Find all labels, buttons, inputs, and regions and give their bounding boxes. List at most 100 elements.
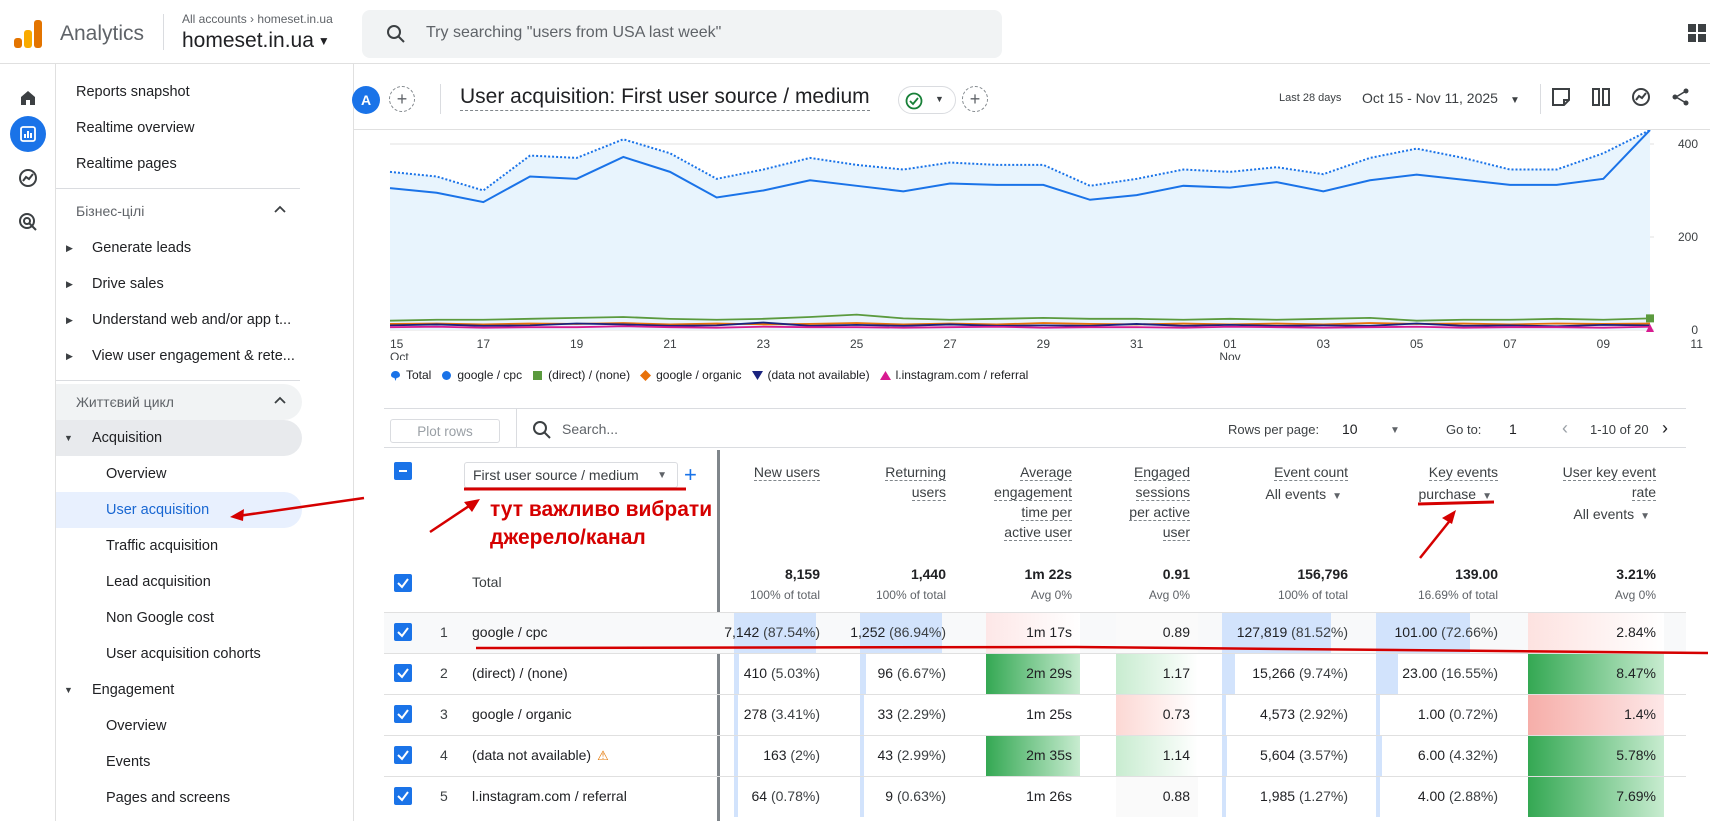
date-range-picker[interactable]: Oct 15 - Nov 11, 2025 ▼ [1362, 90, 1520, 106]
row-dimension-value[interactable]: (data not available) ⚠ [472, 747, 609, 764]
table-row[interactable] [384, 653, 1686, 694]
nav-realtime-overview[interactable]: Realtime overview [76, 120, 195, 136]
home-icon[interactable] [10, 80, 46, 116]
row-label: (direct) / (none) [472, 665, 568, 681]
row-checkbox[interactable] [394, 623, 412, 641]
caret-down-icon[interactable]: ▼ [1390, 425, 1400, 436]
apps-grid-icon[interactable] [1688, 24, 1706, 42]
row-dimension-value[interactable]: (direct) / (none) [472, 665, 568, 681]
legend-item[interactable]: (data not available) [751, 368, 870, 382]
table-cell: 2m 35s [1026, 747, 1072, 763]
table-cell: 1m 26s [1026, 788, 1072, 804]
legend-label: (data not available) [767, 368, 870, 382]
nav-reports-snapshot[interactable]: Reports snapshot [76, 84, 190, 100]
compare-columns-icon[interactable] [1590, 86, 1612, 108]
table-cell: 6.00 (4.32%) [1418, 747, 1498, 763]
rows-per-page-select[interactable]: 10 [1342, 421, 1358, 437]
nav-realtime-pages[interactable]: Realtime pages [76, 156, 177, 172]
legend-item[interactable]: (direct) / (none) [532, 368, 630, 382]
select-all-checkbox[interactable] [394, 462, 412, 480]
nav-user-engagement-retention[interactable]: ▶ View user engagement & rete... [66, 348, 295, 364]
nav-pages-and-screens[interactable]: Pages and screens [106, 790, 231, 806]
cell-value: 4.00 [1417, 788, 1446, 804]
breadcrumb[interactable]: All accounts › homeset.in.ua [182, 12, 333, 26]
cell-percent: (2.92%) [1295, 706, 1348, 722]
warning-icon[interactable]: ⚠ [597, 748, 609, 763]
dimension-selector[interactable]: First user source / medium ▼ [464, 462, 678, 488]
row-checkbox[interactable] [394, 787, 412, 805]
column-event-selector[interactable]: purchase ▼ [1419, 486, 1493, 502]
nav-user-acquisition-cohorts[interactable]: User acquisition cohorts [106, 646, 261, 662]
nav-acq-overview[interactable]: Overview [106, 466, 167, 482]
comparison-avatar[interactable]: A [352, 86, 380, 114]
table-cell: 33 (2.29%) [878, 706, 947, 722]
column-header[interactable]: Key events [1428, 462, 1498, 482]
nav-engagement[interactable]: ▼ Engagement [64, 682, 175, 698]
insights-note-icon[interactable] [1550, 86, 1572, 108]
add-comparison-button[interactable]: + [389, 86, 415, 112]
nav-traffic-acquisition[interactable]: Traffic acquisition [106, 538, 219, 554]
reports-icon[interactable] [10, 116, 46, 152]
analytics-logo-icon[interactable] [14, 18, 44, 48]
goto-input[interactable]: 1 [1509, 421, 1517, 437]
row-dimension-value[interactable]: google / cpc [472, 624, 548, 640]
table-cell: 278 (3.41%) [744, 706, 820, 722]
nav-acquisition[interactable]: ▼ Acquisition [64, 430, 163, 446]
table-cell: 1m 17s [1026, 624, 1072, 640]
prev-page-icon[interactable]: ‹ [1562, 418, 1568, 438]
legend-item[interactable]: google / organic [640, 368, 742, 382]
column-header[interactable]: Engaged sessions per active user [1129, 462, 1190, 542]
row-checkbox[interactable] [394, 705, 412, 723]
column-event-selector[interactable]: All events ▼ [1573, 506, 1650, 522]
table-row[interactable] [384, 776, 1686, 817]
table-cell: 163 (2%) [763, 747, 820, 763]
property-selector[interactable]: homeset.in.ua ▼ [182, 29, 330, 52]
search-bar[interactable]: Try searching "users from USA last week" [362, 10, 1002, 58]
annotation-text-line1: тут важливо вибрати [490, 498, 713, 521]
nav-understand-traffic[interactable]: ▶ Understand web and/or app t... [66, 312, 292, 328]
row-checkbox[interactable] [394, 664, 412, 682]
total-checkbox[interactable] [394, 574, 412, 592]
next-page-icon[interactable]: › [1662, 418, 1668, 438]
column-header[interactable]: Returning users [885, 462, 946, 502]
plot-rows-button[interactable]: Plot rows [390, 419, 500, 443]
nav-events[interactable]: Events [106, 754, 151, 770]
annotation-arrow-icon [230, 496, 365, 521]
legend-item[interactable]: google / cpc [441, 368, 522, 382]
legend-item[interactable]: l.instagram.com / referral [879, 368, 1028, 382]
column-event-selector[interactable]: All events ▼ [1265, 486, 1342, 502]
insights-icon[interactable] [1630, 86, 1652, 108]
x-tick-label: 11 [1690, 337, 1703, 351]
column-header[interactable]: User key event rate [1562, 462, 1656, 502]
page-title[interactable]: User acquisition: First user source / me… [460, 85, 870, 111]
column-header[interactable]: Event count [1274, 462, 1348, 482]
section-business-goals[interactable]: Бізнес-цілі [56, 194, 300, 228]
heat-cell [986, 654, 1080, 694]
add-filter-button[interactable]: + [962, 86, 988, 112]
row-checkbox[interactable] [394, 746, 412, 764]
report-status-dropdown[interactable]: ▼ [898, 86, 956, 114]
table-search-input[interactable]: Search... [562, 421, 619, 437]
advertising-icon[interactable] [10, 204, 46, 240]
cell-percent: (6.67%) [893, 665, 946, 681]
nav-lead-acquisition[interactable]: Lead acquisition [106, 574, 211, 590]
row-dimension-value[interactable]: google / organic [472, 706, 572, 722]
row-dimension-value[interactable]: l.instagram.com / referral [472, 788, 627, 804]
table-row[interactable] [384, 735, 1686, 776]
share-icon[interactable] [1670, 86, 1692, 108]
legend-item[interactable]: Total [390, 368, 431, 382]
x-tick-label: 31 [1130, 337, 1144, 351]
column-header[interactable]: New users [753, 462, 820, 482]
nav-user-acquisition[interactable]: User acquisition [106, 502, 210, 518]
nav-drive-sales[interactable]: ▶ Drive sales [66, 276, 164, 292]
section-lifecycle[interactable]: Життєвий цикл [56, 385, 300, 419]
column-header[interactable]: Average engagement time per active user [994, 462, 1072, 542]
nav-generate-leads[interactable]: ▶ Generate leads [66, 240, 192, 256]
add-dimension-button[interactable]: + [684, 462, 697, 487]
nav-eng-overview[interactable]: Overview [106, 718, 167, 734]
explore-icon[interactable] [10, 160, 46, 196]
nav-non-google-cost[interactable]: Non Google cost [106, 610, 215, 626]
table-cell: 5,604 (3.57%) [1260, 747, 1348, 763]
table-row[interactable] [384, 694, 1686, 735]
